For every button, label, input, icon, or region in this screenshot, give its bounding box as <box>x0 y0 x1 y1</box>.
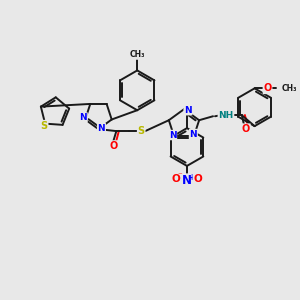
Text: N: N <box>182 174 192 187</box>
Text: +: + <box>188 173 194 182</box>
Text: N: N <box>184 106 192 115</box>
Text: S: S <box>40 121 48 130</box>
Text: O: O <box>194 174 202 184</box>
Text: N: N <box>169 130 176 140</box>
Text: NH: NH <box>218 111 234 120</box>
Text: CH₃: CH₃ <box>281 84 297 93</box>
Text: O: O <box>172 174 180 184</box>
Text: CH₃: CH₃ <box>130 50 145 59</box>
Text: O: O <box>109 141 118 151</box>
Text: ⁻: ⁻ <box>178 171 182 180</box>
Text: N: N <box>190 130 197 139</box>
Text: O: O <box>242 124 250 134</box>
Text: N: N <box>98 124 105 133</box>
Text: O: O <box>263 83 272 93</box>
Text: S: S <box>138 126 145 136</box>
Text: N: N <box>80 113 87 122</box>
